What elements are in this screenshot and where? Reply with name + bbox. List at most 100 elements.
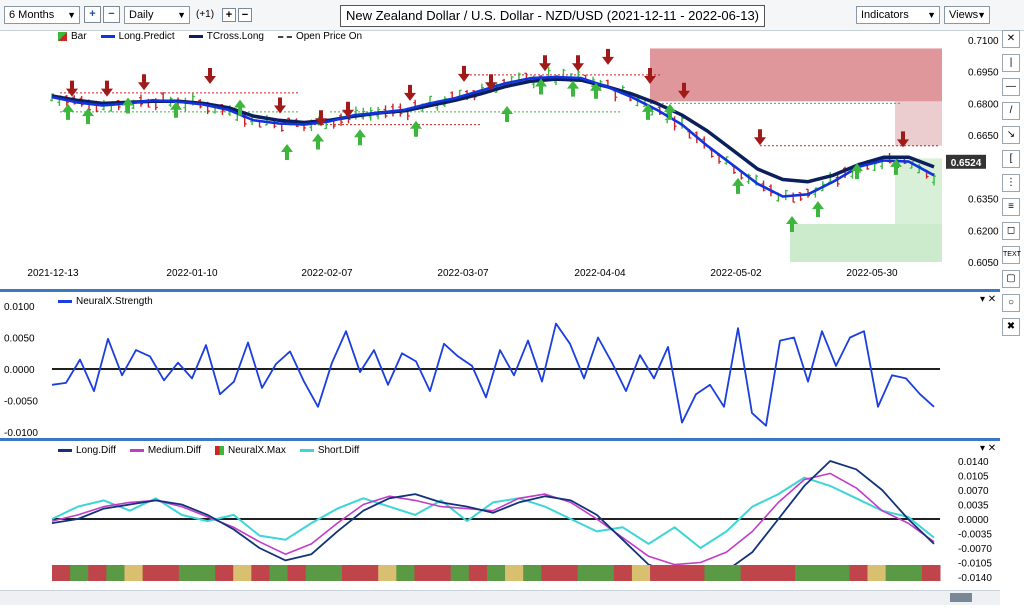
bracket-tool-icon[interactable]: [ <box>1002 150 1020 168</box>
buy-arrow-icon <box>786 215 798 232</box>
sell-arrow-icon <box>204 67 216 84</box>
ellipse-tool-icon[interactable]: ○ <box>1002 294 1020 312</box>
price-tick-label: 0.6800 <box>968 99 999 110</box>
neuralx-max-cell <box>414 565 434 581</box>
neuralx-max-cell <box>396 565 415 581</box>
chevron-down-icon: ▼ <box>977 10 986 20</box>
neuralx-max-cell <box>378 565 397 581</box>
minus-icon[interactable]: − <box>238 8 252 22</box>
buy-arrow-icon <box>567 80 579 97</box>
diff-legend: Long.Diff Medium.Diff NeuralX.Max Short.… <box>58 445 359 456</box>
line-swatch-icon <box>58 300 72 303</box>
neuralx-max-cell <box>233 565 252 581</box>
rectangle-tool-icon[interactable]: ▢ <box>1002 270 1020 288</box>
callout-tool-icon[interactable]: ◻ <box>1002 222 1020 240</box>
panel-divider[interactable] <box>0 289 1000 292</box>
support-zone <box>790 223 942 262</box>
legend-tcross-long: TCross.Long <box>188 31 264 42</box>
fib-tool-icon[interactable]: ≡ <box>1002 198 1020 216</box>
price-tick-label: 0.6350 <box>968 195 999 206</box>
diff-tick-label: -0.0035 <box>958 530 992 541</box>
horizontal-line-tool-icon[interactable]: — <box>1002 78 1020 96</box>
offset-label: (+1) <box>196 9 215 20</box>
buy-arrow-icon <box>234 99 246 116</box>
neuralx-max-cell <box>160 565 180 581</box>
legend-label: Long.Predict <box>118 31 175 42</box>
diff-tick-label: 0.0140 <box>958 457 989 468</box>
ray-tool-icon[interactable]: ↘ <box>1002 126 1020 144</box>
diff-tick-label: -0.0140 <box>958 573 992 584</box>
neuralx-max-cell <box>178 565 198 581</box>
sell-arrow-icon <box>485 74 497 91</box>
time-scrollbar[interactable] <box>0 590 1000 605</box>
buy-arrow-icon <box>851 163 863 180</box>
line-swatch-icon <box>129 449 144 452</box>
sell-arrow-icon <box>404 84 416 101</box>
neuralx-max-cell <box>450 565 470 581</box>
neuralx-max-cell <box>650 565 669 581</box>
sell-arrow-icon <box>101 80 113 97</box>
panel-menu-icon[interactable]: ▾ ✕ <box>980 443 997 454</box>
views-dropdown[interactable]: Views ▼ <box>944 6 990 24</box>
text-tool-icon[interactable]: TEXT <box>1002 246 1021 264</box>
date-tick-label: 2022-02-07 <box>301 268 353 279</box>
price-tick-label: 0.6950 <box>968 68 999 79</box>
legend-label: Short.Diff <box>317 445 360 456</box>
neuralx-max-cell <box>740 565 760 581</box>
panel-menu-icon[interactable]: ▾ ✕ <box>980 294 997 305</box>
neuralx-max-cell <box>559 565 579 581</box>
diff-tick-label: 0.0035 <box>958 501 989 512</box>
crosshair-tool-icon[interactable]: ✕ <box>1002 30 1020 48</box>
legend-bar: Bar <box>58 31 87 42</box>
zoom-in-button[interactable]: + <box>84 6 101 23</box>
line-swatch-icon <box>58 449 72 452</box>
chevron-down-icon: ▼ <box>927 10 936 20</box>
neuralx-max-cell <box>505 565 524 581</box>
vertical-line-tool-icon[interactable]: | <box>1002 54 1020 72</box>
line-swatch-icon <box>299 449 314 452</box>
neuralx-max-cell <box>686 565 705 581</box>
date-tick-label: 2021-12-13 <box>27 268 79 279</box>
buy-arrow-icon <box>354 129 366 146</box>
neuralx-max-cell <box>921 565 941 581</box>
zoom-out-button[interactable]: − <box>103 6 120 23</box>
neuralx-max-cell <box>269 565 289 581</box>
long-diff-line <box>51 460 935 578</box>
delete-tool-icon[interactable]: ✖ <box>1002 318 1020 336</box>
neuralx-max-cell <box>867 565 887 581</box>
indicators-dropdown[interactable]: Indicators ▼ <box>856 6 940 24</box>
sell-arrow-icon <box>897 131 909 148</box>
neuralx-max-cell <box>849 565 869 581</box>
dots-tool-icon[interactable]: ⋮ <box>1002 174 1020 192</box>
strength-tick-label: 0.0050 <box>4 334 35 345</box>
trendline-tool-icon[interactable]: / <box>1002 102 1020 120</box>
neuralx-max-cell <box>341 565 361 581</box>
strength-legend: NeuralX.Strength <box>58 296 153 307</box>
scrollbar-thumb[interactable] <box>950 593 972 602</box>
neuralx-max-cell <box>360 565 379 581</box>
plus-icon[interactable]: + <box>222 8 236 22</box>
neuralx-max-cell <box>722 565 742 581</box>
sell-arrow-icon <box>315 110 327 127</box>
diff-tick-label: -0.0105 <box>958 559 992 570</box>
buy-arrow-icon <box>664 103 676 120</box>
neuralx-max-cell <box>758 565 778 581</box>
interval-dropdown[interactable]: Daily ▼ <box>124 6 190 24</box>
date-tick-label: 2022-05-30 <box>846 268 898 279</box>
panel-divider[interactable] <box>0 438 1000 441</box>
bar-swatch-icon <box>215 446 225 455</box>
strength-tick-label: -0.0100 <box>4 428 38 439</box>
neuralx-max-cell <box>486 565 506 581</box>
short-diff-line <box>51 476 935 549</box>
views-label: Views <box>949 9 979 21</box>
neuralx-max-cell <box>523 565 542 581</box>
period-dropdown[interactable]: 6 Months ▼ <box>4 6 80 24</box>
neuralx-max-cell <box>776 565 796 581</box>
sell-arrow-icon <box>678 82 690 99</box>
neuralx-max-cell <box>468 565 488 581</box>
neuralx-max-cell <box>251 565 270 581</box>
legend-medium-diff: Medium.Diff <box>129 445 201 456</box>
neuralx-max-cell <box>432 565 452 581</box>
date-tick-label: 2022-03-07 <box>437 268 489 279</box>
